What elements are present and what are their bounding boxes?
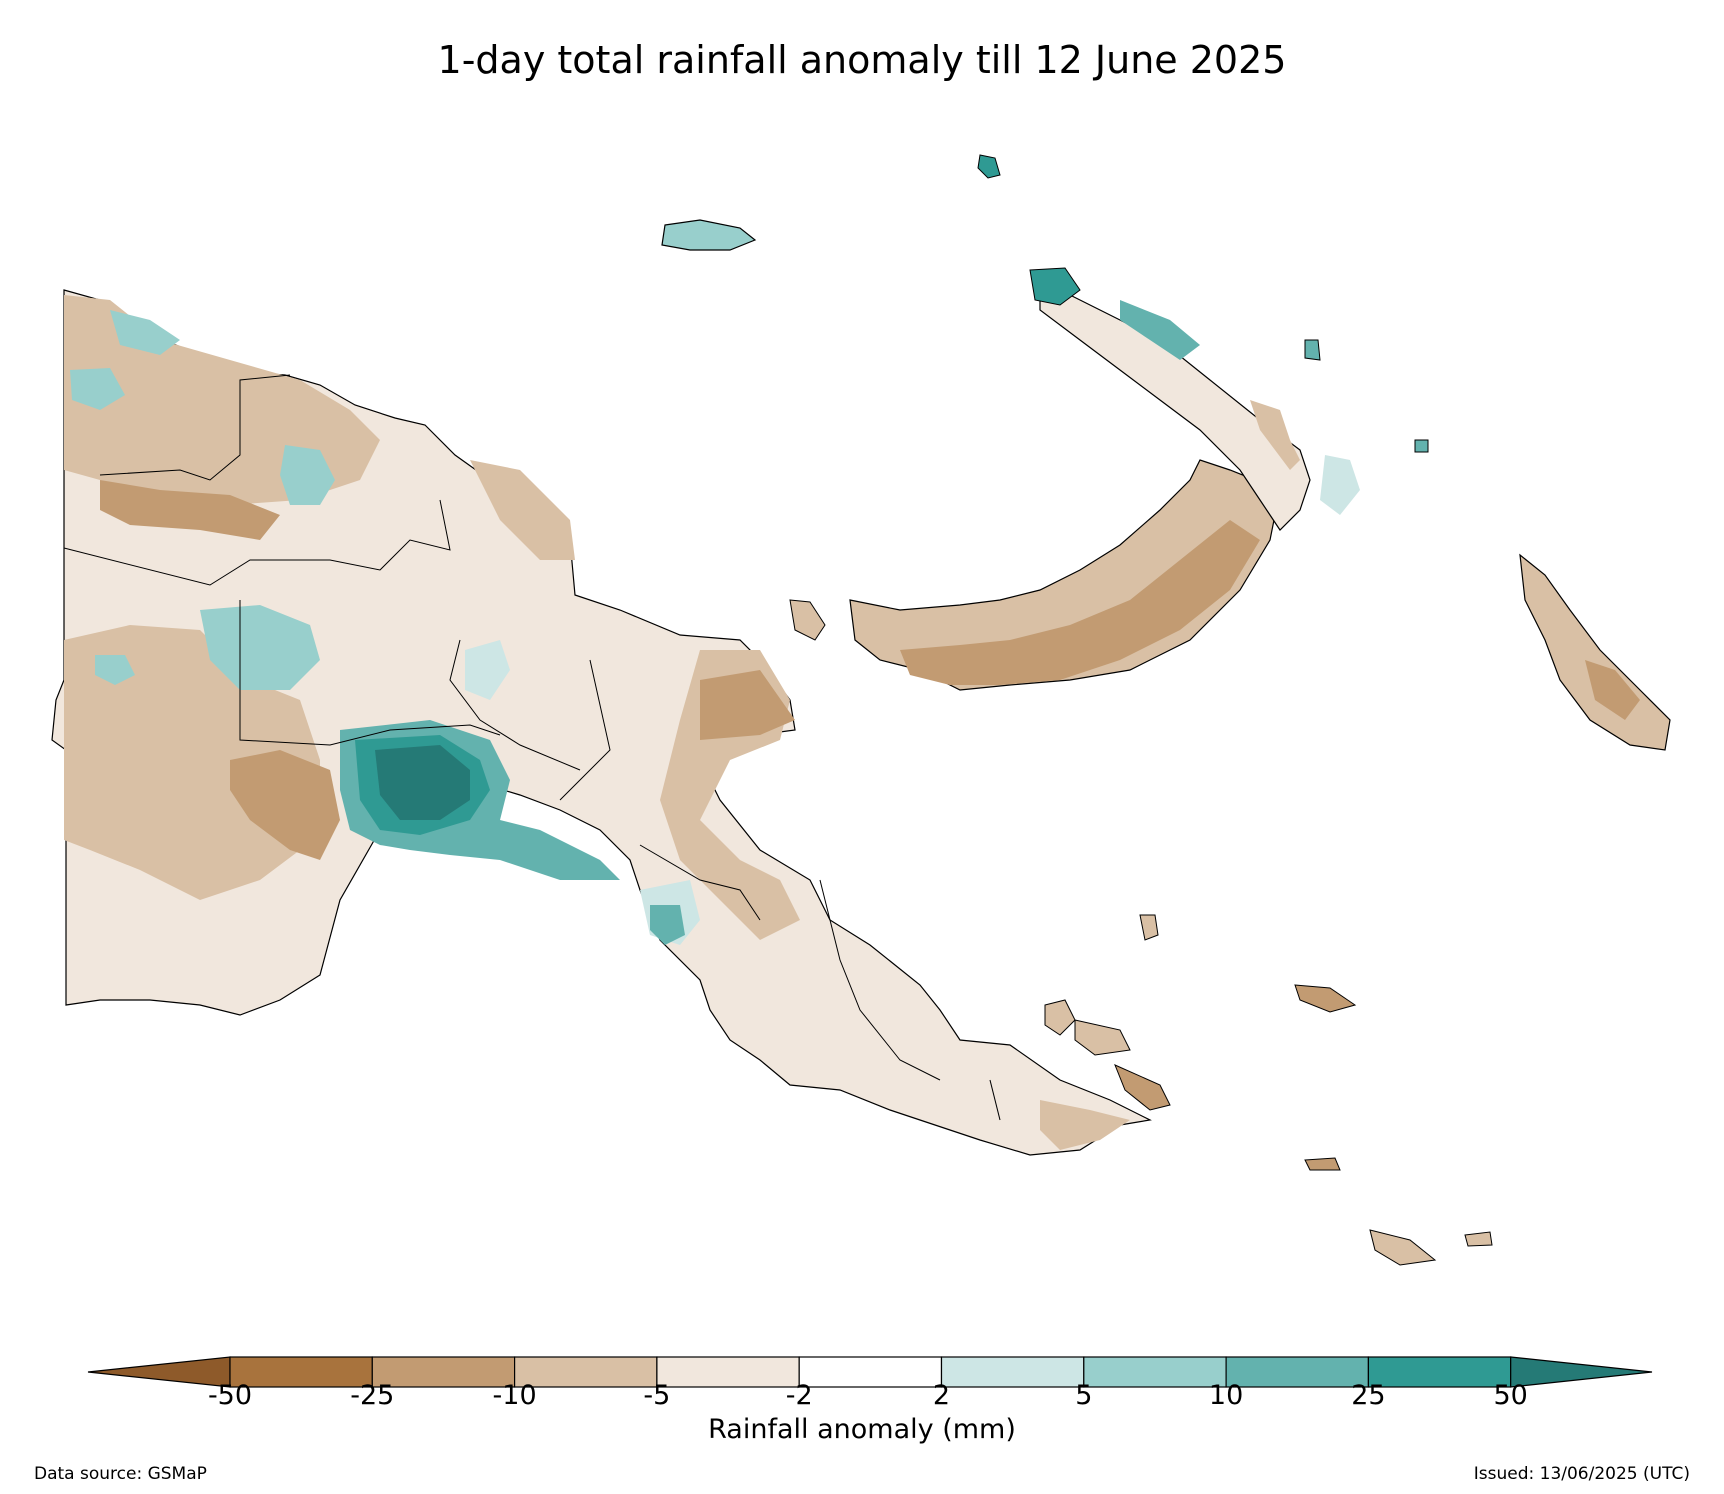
colorbar-bin (656, 1356, 800, 1388)
manus-island (661, 219, 757, 251)
rainfall-anomaly-map (51, 154, 1671, 1266)
colorbar-tick: -25 (350, 1380, 395, 1411)
colorbar-tick: 50 (1493, 1380, 1528, 1411)
colorbar-tick: -5 (643, 1380, 671, 1411)
data-source: Data source: GSMaP (34, 1464, 207, 1484)
colorbar-tick: 5 (1075, 1380, 1093, 1411)
issued-date: Issued: 13/06/2025 (UTC) (1473, 1464, 1690, 1484)
colorbar-bin (1367, 1356, 1512, 1388)
colorbar-tick: 10 (1208, 1380, 1244, 1411)
colorbar-tick: 25 (1351, 1380, 1386, 1411)
colorbar-bin (1225, 1356, 1369, 1388)
colorbar-bin (1083, 1356, 1227, 1388)
colorbar-extend-high (1510, 1356, 1653, 1388)
colorbar-label: Rainfall anomaly (mm) (708, 1414, 1016, 1445)
colorbar-bin (798, 1356, 943, 1388)
colorbar-tick: -50 (207, 1380, 253, 1411)
map-title: 1-day total rainfall anomaly till 12 Jun… (437, 38, 1287, 82)
colorbar-tick: -10 (492, 1380, 537, 1411)
colorbar-bin (371, 1356, 516, 1388)
colorbar-bin (513, 1356, 658, 1388)
colorbar-tick: 2 (932, 1380, 951, 1411)
colorbar-bin (229, 1356, 373, 1388)
colorbar-bin (940, 1356, 1085, 1388)
colorbar-tick: -2 (785, 1380, 813, 1411)
